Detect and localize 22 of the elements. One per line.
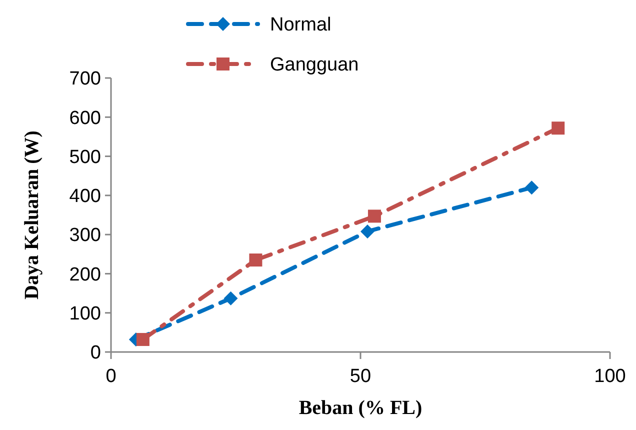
y-tick-label: 400: [69, 186, 101, 208]
y-tick-label: 700: [69, 68, 101, 90]
y-tick-label: 100: [69, 304, 101, 325]
x-tick-label: 100: [594, 366, 626, 387]
x-axis-title: Beban (% FL): [298, 397, 422, 419]
point: [249, 254, 262, 267]
y-axis-title: Daya Keluaran (W): [21, 130, 43, 300]
x-tick-label: 50: [350, 366, 372, 387]
legend-label: Gangguan: [270, 54, 359, 76]
point: [524, 180, 539, 195]
point: [360, 224, 374, 238]
point: [368, 210, 381, 223]
y-tick-label: 0: [90, 342, 101, 364]
x-tick-label: 0: [106, 366, 116, 387]
y-tick-label: 200: [69, 264, 101, 286]
y-tick-label: 300: [69, 225, 101, 246]
y-tick-label: 600: [69, 108, 101, 129]
point: [224, 291, 238, 306]
legend-label: Normal: [270, 14, 332, 36]
point: [552, 122, 565, 135]
point: [136, 332, 150, 346]
y-tick-label: 500: [69, 146, 101, 168]
